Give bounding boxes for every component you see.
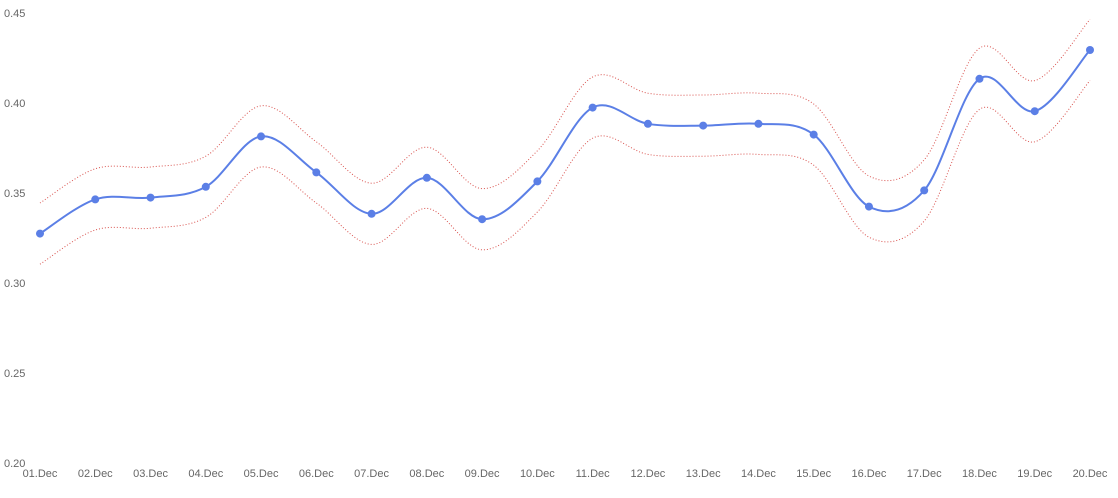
y-tick-label: 0.35 (4, 188, 25, 200)
y-tick-label: 0.25 (4, 368, 25, 380)
point (367, 209, 376, 218)
y-tick-label: 0.30 (4, 278, 25, 290)
point (312, 168, 321, 177)
point (809, 130, 818, 139)
x-tick-label: 20.Dec (1073, 468, 1108, 480)
x-tick-label: 13.Dec (686, 468, 721, 480)
point (1086, 46, 1094, 54)
y-tick-label: 0.40 (4, 98, 25, 110)
x-tick-label: 08.Dec (409, 468, 444, 480)
point (864, 202, 873, 211)
x-tick-label: 02.Dec (78, 468, 113, 480)
point (643, 119, 652, 128)
x-tick-label: 16.Dec (852, 468, 887, 480)
point (588, 103, 597, 112)
point (699, 121, 708, 130)
point (478, 215, 487, 224)
x-tick-label: 07.Dec (354, 468, 389, 480)
x-tick-label: 01.Dec (23, 468, 58, 480)
x-tick-label: 17.Dec (907, 468, 942, 480)
series-line (39, 49, 1091, 235)
point (201, 182, 210, 191)
point (920, 186, 929, 195)
x-tick-label: 11.Dec (576, 468, 611, 480)
x-tick-label: 05.Dec (244, 468, 279, 480)
x-tick-label: 18.Dec (962, 468, 997, 480)
x-tick-label: 14.Dec (741, 468, 776, 480)
x-tick-label: 06.Dec (299, 468, 334, 480)
band-line (39, 19, 1091, 204)
point (146, 193, 155, 202)
x-tick-label: 03.Dec (133, 468, 168, 480)
x-tick-label: 19.Dec (1017, 468, 1052, 480)
point (754, 119, 763, 128)
point (422, 173, 431, 182)
point (257, 132, 266, 141)
point (36, 229, 44, 238)
x-tick-label: 10.Dec (520, 468, 555, 480)
point (1030, 107, 1039, 116)
x-tick-label: 09.Dec (465, 468, 500, 480)
point (975, 74, 984, 83)
x-tick-label: 04.Dec (188, 468, 223, 480)
y-tick-label: 0.45 (4, 8, 25, 20)
x-tick-label: 12.Dec (630, 468, 665, 480)
band-line (39, 80, 1091, 265)
point (533, 177, 542, 186)
point (91, 195, 100, 204)
y-tick-label: 0.20 (4, 458, 25, 470)
x-tick-label: 15.Dec (796, 468, 831, 480)
